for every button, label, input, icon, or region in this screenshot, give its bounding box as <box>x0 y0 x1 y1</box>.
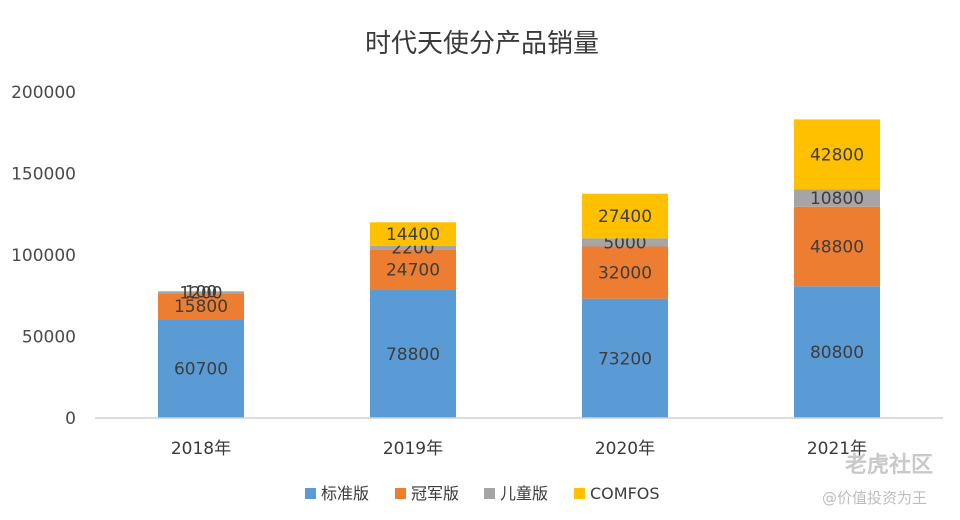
bar-segment-1-1 <box>158 319 244 418</box>
data-label: 48800 <box>810 238 864 258</box>
legend-swatch <box>395 488 406 499</box>
data-label: 60700 <box>174 360 228 380</box>
bar-segment-3-3 <box>582 238 668 247</box>
legend-swatch <box>574 488 585 499</box>
y-tick-label: 0 <box>65 409 76 429</box>
bar-segment-2-2 <box>370 249 456 290</box>
data-label: 5000 <box>603 233 646 253</box>
data-label: 73200 <box>598 349 652 369</box>
bar-segment-2-3 <box>582 246 668 299</box>
legend-label: COMFOS <box>590 484 660 503</box>
legend-label: 标准版 <box>321 484 369 503</box>
y-axis-ticks: 0 50000 100000 150000 200000 <box>11 83 76 429</box>
watermark-logo-text: 老虎社区 <box>844 452 933 478</box>
data-label: 1200 <box>179 283 222 303</box>
bar-segment-1-2 <box>370 289 456 418</box>
x-tick-label: 2019年 <box>383 439 443 459</box>
data-label: 32000 <box>598 264 652 284</box>
bar-segment-3-1 <box>158 291 244 294</box>
x-tick-label: 2020年 <box>595 439 655 459</box>
bar-series: 6070015800120010078800247002200144007320… <box>158 119 880 418</box>
bar-segment-2-4 <box>794 206 880 287</box>
data-label: 42800 <box>810 145 864 165</box>
data-label: 100 <box>185 282 217 302</box>
bar-segment-2-1 <box>158 293 244 320</box>
bar-segment-4-2 <box>370 222 456 246</box>
watermark-handle: @价值投资为王 <box>822 489 927 507</box>
bar-segment-1-3 <box>582 298 668 418</box>
data-label: 10800 <box>810 189 864 209</box>
bar-segment-4-4 <box>794 119 880 190</box>
watermark: 老虎社区 @价值投资为王 <box>822 452 933 507</box>
chart-title: 时代天使分产品销量 <box>365 29 599 59</box>
legend-label: 冠军版 <box>411 484 459 503</box>
legend-label: 儿童版 <box>500 484 548 503</box>
y-tick-label: 200000 <box>11 83 76 103</box>
data-label: 15800 <box>174 297 228 317</box>
bar-segment-1-4 <box>794 286 880 418</box>
data-label: 80800 <box>810 343 864 363</box>
x-tick-label: 2021年 <box>807 439 867 459</box>
y-tick-label: 50000 <box>22 328 76 348</box>
y-tick-label: 150000 <box>11 165 76 185</box>
y-tick-label: 100000 <box>11 246 76 266</box>
data-label: 24700 <box>386 260 440 280</box>
bar-segment-4-3 <box>582 193 668 239</box>
x-axis-ticks: 2018年 2019年 2020年 2021年 <box>171 439 867 459</box>
legend-swatch <box>484 488 495 499</box>
bar-segment-3-4 <box>794 189 880 207</box>
legend-swatch <box>305 488 316 499</box>
x-tick-label: 2018年 <box>171 439 231 459</box>
data-label: 78800 <box>386 345 440 365</box>
bar-segment-3-2 <box>370 245 456 250</box>
data-label: 14400 <box>386 225 440 245</box>
legend: 标准版 冠军版 儿童版 COMFOS <box>305 484 660 503</box>
data-label: 27400 <box>598 207 652 227</box>
